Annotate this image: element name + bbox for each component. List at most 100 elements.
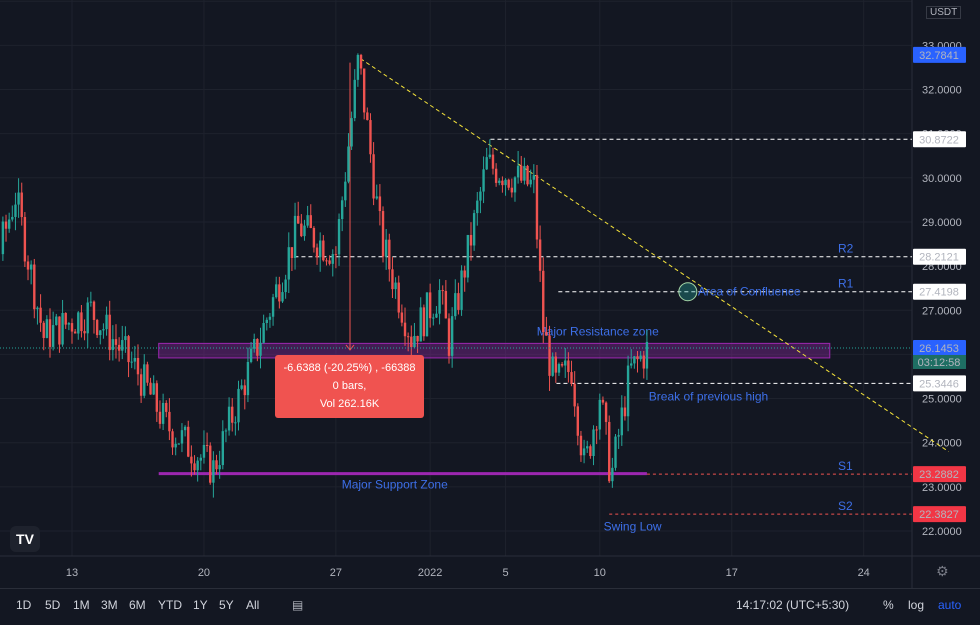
price-chart[interactable]: 22.000023.000024.000025.000026.000027.00… [0,0,980,588]
candle [403,322,407,337]
date-range-icon[interactable]: ▤ [292,598,304,612]
candle [161,402,165,424]
percent-toggle[interactable]: % [883,598,894,612]
price-tick-label: 23.0000 [922,482,962,494]
candle [190,456,193,464]
candle [331,254,334,264]
candle [136,357,140,375]
candle [45,319,49,338]
candle [560,364,564,366]
candle [284,279,287,293]
candle [406,336,410,338]
candle [466,234,470,278]
candle [353,79,356,119]
candle [422,307,426,337]
candle [573,383,576,407]
candle [608,421,611,482]
auto-toggle[interactable]: auto [938,598,962,612]
candle [400,312,404,323]
timeframe-1m-button[interactable]: 1M [73,598,90,612]
candle [202,444,206,458]
candle [598,399,601,430]
candle [4,221,8,229]
candle [281,292,284,302]
time-tick-label: 27 [330,567,342,579]
candle [359,54,363,69]
candle [111,339,115,351]
candle [243,385,246,396]
price-label: 32.7841 [919,50,959,62]
candle [278,284,281,302]
candle [105,314,108,330]
candle [80,312,83,332]
candle [604,402,608,422]
candle [92,301,96,320]
candle [507,179,510,188]
price-label-box [913,283,966,300]
candle [328,260,331,264]
tradingview-logo[interactable]: TV [10,526,40,552]
timeframe-5d-button[interactable]: 5D [45,598,61,612]
measurement-line-3: Vol 262.16K [319,398,380,410]
countdown-label: 03:12:58 [918,357,961,369]
price-label: 22.3827 [919,509,959,521]
confluence-circle[interactable] [678,282,698,302]
candle [180,430,184,444]
candle [435,313,438,318]
candle [51,325,55,347]
candle [384,239,388,257]
timeframe-5y-button[interactable]: 5Y [219,598,234,612]
log-toggle[interactable]: log [908,598,925,612]
price-label-box [913,248,966,265]
candle [102,329,105,331]
candle [322,240,325,261]
candle [570,372,573,384]
candle [325,260,328,262]
price-label: 25.3446 [919,378,959,390]
candle [548,335,551,376]
candle [33,264,36,310]
candle [303,225,306,237]
candle [369,120,372,155]
candle [249,348,253,362]
candle [256,338,259,356]
countdown-box [913,354,966,369]
resistance-zone[interactable] [158,342,831,359]
candle [529,179,532,185]
timeframe-6m-button[interactable]: 6M [129,598,146,612]
candle [121,340,124,351]
timeframe-1d-button[interactable]: 1D [16,598,32,612]
candle [454,293,457,317]
candle [485,157,488,170]
candle [642,355,645,369]
timeframe-3m-button[interactable]: 3M [101,598,118,612]
candle [89,301,93,303]
candle [231,406,234,423]
price-tick-label: 29.0000 [922,217,962,229]
trendline[interactable] [360,58,949,452]
candle [595,429,598,431]
candle [177,443,181,445]
candle [498,180,501,183]
timeframe-1y-button[interactable]: 1Y [193,598,208,612]
price-label: 27.4198 [919,287,959,299]
timeframe-all-button[interactable]: All [246,598,260,612]
candle [494,168,498,183]
candle [114,339,118,345]
support-zone-label: Major Support Zone [342,478,448,492]
candle [586,446,589,449]
timeframe-ytd-button[interactable]: YTD [158,598,182,612]
candle [130,361,133,363]
candle [146,364,149,383]
candle [315,247,319,258]
candle [372,154,375,199]
price-tick-label: 22.0000 [922,526,962,538]
candle [124,336,127,341]
level-label-s2: S2 [838,499,853,513]
candle [14,204,17,217]
candle [620,407,623,436]
candle [155,383,159,412]
gear-icon[interactable]: ⚙ [936,563,949,579]
candle [450,316,454,356]
candle [347,146,350,182]
